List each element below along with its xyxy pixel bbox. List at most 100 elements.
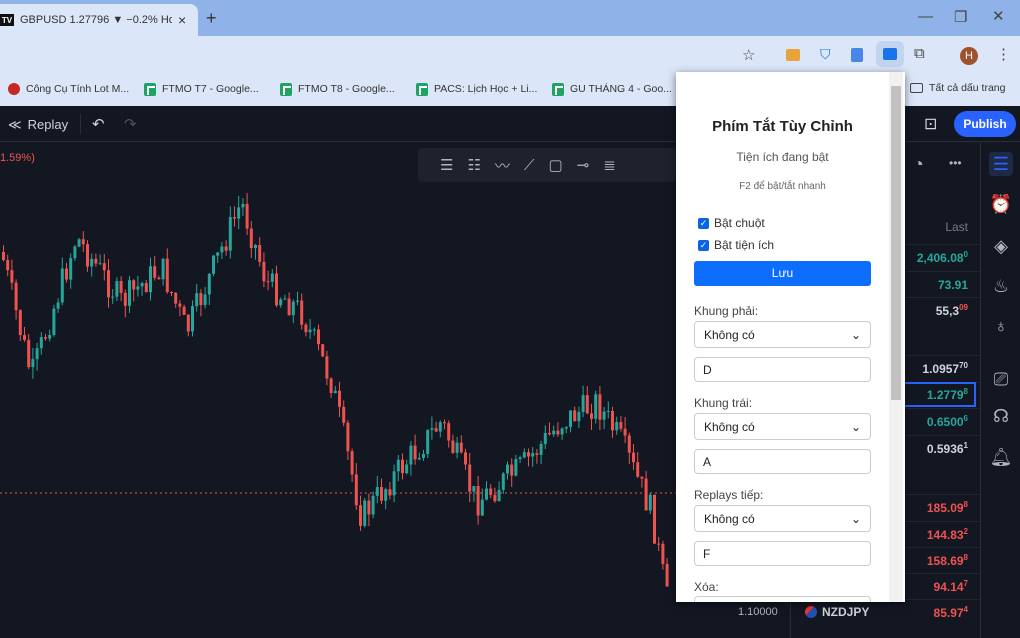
column-header-last: Last bbox=[945, 220, 968, 234]
replay-next-select[interactable]: Không có ⌄ bbox=[694, 505, 871, 532]
watchlist-row-price[interactable]: 1.095770 bbox=[922, 361, 968, 376]
menu-kebab-icon[interactable]: ⋮ bbox=[996, 46, 1011, 63]
watchlist-row-price[interactable]: 1.27798 bbox=[862, 382, 976, 407]
bookmark-item[interactable]: PACS: Lịch Học + Li... bbox=[416, 82, 544, 96]
price-value: 55,3 bbox=[935, 304, 960, 318]
watchlist-row-price[interactable]: 0.59361 bbox=[927, 441, 968, 456]
close-window-icon[interactable]: ✕ bbox=[992, 8, 1005, 25]
scrollbar-thumb[interactable] bbox=[891, 86, 901, 400]
candle-body bbox=[123, 292, 127, 306]
watchlist-row-price[interactable]: 55,309 bbox=[936, 303, 968, 318]
candle-body bbox=[468, 464, 472, 492]
hline-tool-icon[interactable]: ⊸ bbox=[576, 157, 590, 174]
alarm-icon[interactable]: ⏰ bbox=[989, 194, 1013, 214]
candle-body bbox=[375, 487, 379, 496]
candle-body bbox=[270, 273, 274, 282]
candle-body bbox=[153, 266, 157, 278]
watchlist-row-price[interactable]: 158.698 bbox=[927, 553, 968, 568]
candle-body bbox=[304, 324, 308, 333]
bookmark-item[interactable]: FTMO T8 - Google... bbox=[280, 82, 408, 96]
watchlist-row-price[interactable]: 0.65006 bbox=[927, 414, 968, 429]
tab-close-icon[interactable]: × bbox=[178, 12, 187, 28]
rectangle-tool-icon[interactable]: ▢ bbox=[548, 157, 563, 174]
candle-body bbox=[249, 228, 253, 249]
watchlist-icon[interactable]: ☰ bbox=[989, 152, 1013, 176]
minimize-icon[interactable]: — bbox=[918, 8, 933, 25]
lines-tool-icon[interactable]: ≣ bbox=[603, 157, 616, 174]
candle-body bbox=[140, 283, 144, 287]
tradingview-logo-icon: TV bbox=[0, 14, 14, 26]
bookmark-item[interactable]: FTMO T7 - Google... bbox=[144, 82, 272, 96]
enable-extension-checkbox[interactable]: ✓ Bật tiện ích bbox=[698, 238, 775, 252]
redo-icon[interactable]: ↷ bbox=[124, 116, 137, 133]
popup-scrollbar[interactable] bbox=[889, 72, 903, 602]
candle-body bbox=[48, 334, 52, 339]
price-superscript: 70 bbox=[959, 361, 968, 370]
channel-tool-icon[interactable]: ☰ bbox=[440, 157, 454, 174]
candle-body bbox=[81, 239, 85, 245]
tv-extension-icon[interactable] bbox=[876, 41, 904, 67]
more-icon[interactable]: ••• bbox=[949, 156, 962, 170]
save-button[interactable]: Lưu bbox=[694, 261, 871, 286]
restore-icon[interactable]: ❐ bbox=[954, 9, 968, 26]
bookmark-star-icon[interactable]: ☆ bbox=[742, 47, 756, 64]
candle-body bbox=[6, 260, 10, 271]
candle-body bbox=[191, 306, 194, 332]
browser-tab[interactable]: TV GBPUSD 1.27796 ▼ −0.2% Ho: × bbox=[0, 4, 198, 36]
left-frame-select[interactable]: Không có ⌄ bbox=[694, 413, 871, 440]
candle-body bbox=[539, 443, 543, 455]
candle-body bbox=[170, 292, 173, 294]
ideas-bulb-icon[interactable]: ♁ bbox=[994, 316, 1008, 336]
hotlist-fire-icon[interactable]: ♨ bbox=[992, 276, 1010, 296]
new-tab-button[interactable]: + bbox=[206, 8, 217, 28]
notifications-bell-icon[interactable]: 🔔︎ bbox=[989, 447, 1013, 467]
watchlist-row-price[interactable]: 2,406.080 bbox=[917, 250, 968, 265]
right-frame-select[interactable]: Không có ⌄ bbox=[694, 321, 871, 348]
bookmark-item[interactable]: GU THÁNG 4 - Goo... bbox=[552, 82, 680, 96]
candle-body bbox=[98, 263, 102, 265]
fib-tool-icon[interactable]: ☷ bbox=[467, 157, 481, 174]
replay-button[interactable]: ≪ Replay bbox=[8, 117, 69, 132]
camera-icon[interactable]: ⊡ bbox=[924, 116, 938, 133]
candlestick-chart[interactable] bbox=[0, 142, 790, 638]
left-frame-key-input[interactable]: A bbox=[694, 449, 871, 474]
shield-extension-icon[interactable]: ⛉ bbox=[820, 46, 831, 62]
right-frame-key-input[interactable]: D bbox=[694, 357, 871, 382]
symbol-name: NZDJPY bbox=[822, 605, 870, 619]
watchlist-row-price[interactable]: 94.147 bbox=[934, 579, 968, 594]
browser-tab-bar: TV GBPUSD 1.27796 ▼ −0.2% Ho: × + — ❐ ✕ bbox=[0, 0, 1020, 36]
candle-body bbox=[27, 339, 31, 368]
trendline-tool-icon[interactable]: ⟋ bbox=[523, 156, 535, 174]
streams-icon[interactable]: ☊ bbox=[993, 406, 1009, 426]
path-tool-icon[interactable]: 〰 bbox=[494, 157, 510, 175]
price-value: 1.0957 bbox=[922, 362, 960, 376]
watchlist-row-price[interactable]: 85.974 bbox=[934, 605, 968, 620]
extensions-puzzle-icon[interactable]: ⧉ bbox=[914, 45, 925, 62]
replay-next-key-input[interactable]: F bbox=[694, 541, 871, 566]
candle-body bbox=[380, 487, 383, 501]
all-bookmarks[interactable]: Tất cả dấu trang bbox=[910, 82, 1005, 94]
bookmark-item[interactable]: Công Cụ Tính Lot M... bbox=[8, 83, 136, 95]
candle-body bbox=[371, 495, 375, 515]
enable-mouse-checkbox[interactable]: ✓ Bật chuột bbox=[698, 216, 765, 230]
watchlist-row-price[interactable]: 185.098 bbox=[927, 500, 968, 515]
candle-body bbox=[224, 246, 228, 251]
watchlist-row-symbol[interactable]: NZDJPY bbox=[805, 605, 869, 619]
sheets-icon bbox=[144, 82, 156, 96]
chat-icon[interactable]: ⎚ bbox=[993, 369, 1009, 389]
candle-body bbox=[18, 310, 22, 336]
candle-body bbox=[65, 268, 68, 280]
publish-button[interactable]: Publish bbox=[954, 111, 1016, 137]
layers-icon[interactable]: ◈ bbox=[994, 236, 1008, 256]
extension-icon[interactable] bbox=[786, 49, 800, 61]
pie-icon[interactable]: ◔ bbox=[913, 154, 924, 174]
profile-avatar[interactable]: H bbox=[960, 47, 978, 65]
watchlist-row-price[interactable]: 144.832 bbox=[927, 527, 968, 542]
candle-body bbox=[165, 258, 169, 293]
undo-icon[interactable]: ↶ bbox=[92, 116, 105, 133]
calc-extension-icon[interactable] bbox=[851, 48, 863, 62]
candle-body bbox=[606, 410, 610, 412]
watchlist-row-price[interactable]: 73.91 bbox=[938, 277, 968, 292]
candle-body bbox=[119, 281, 123, 293]
delete-select[interactable] bbox=[694, 596, 871, 602]
